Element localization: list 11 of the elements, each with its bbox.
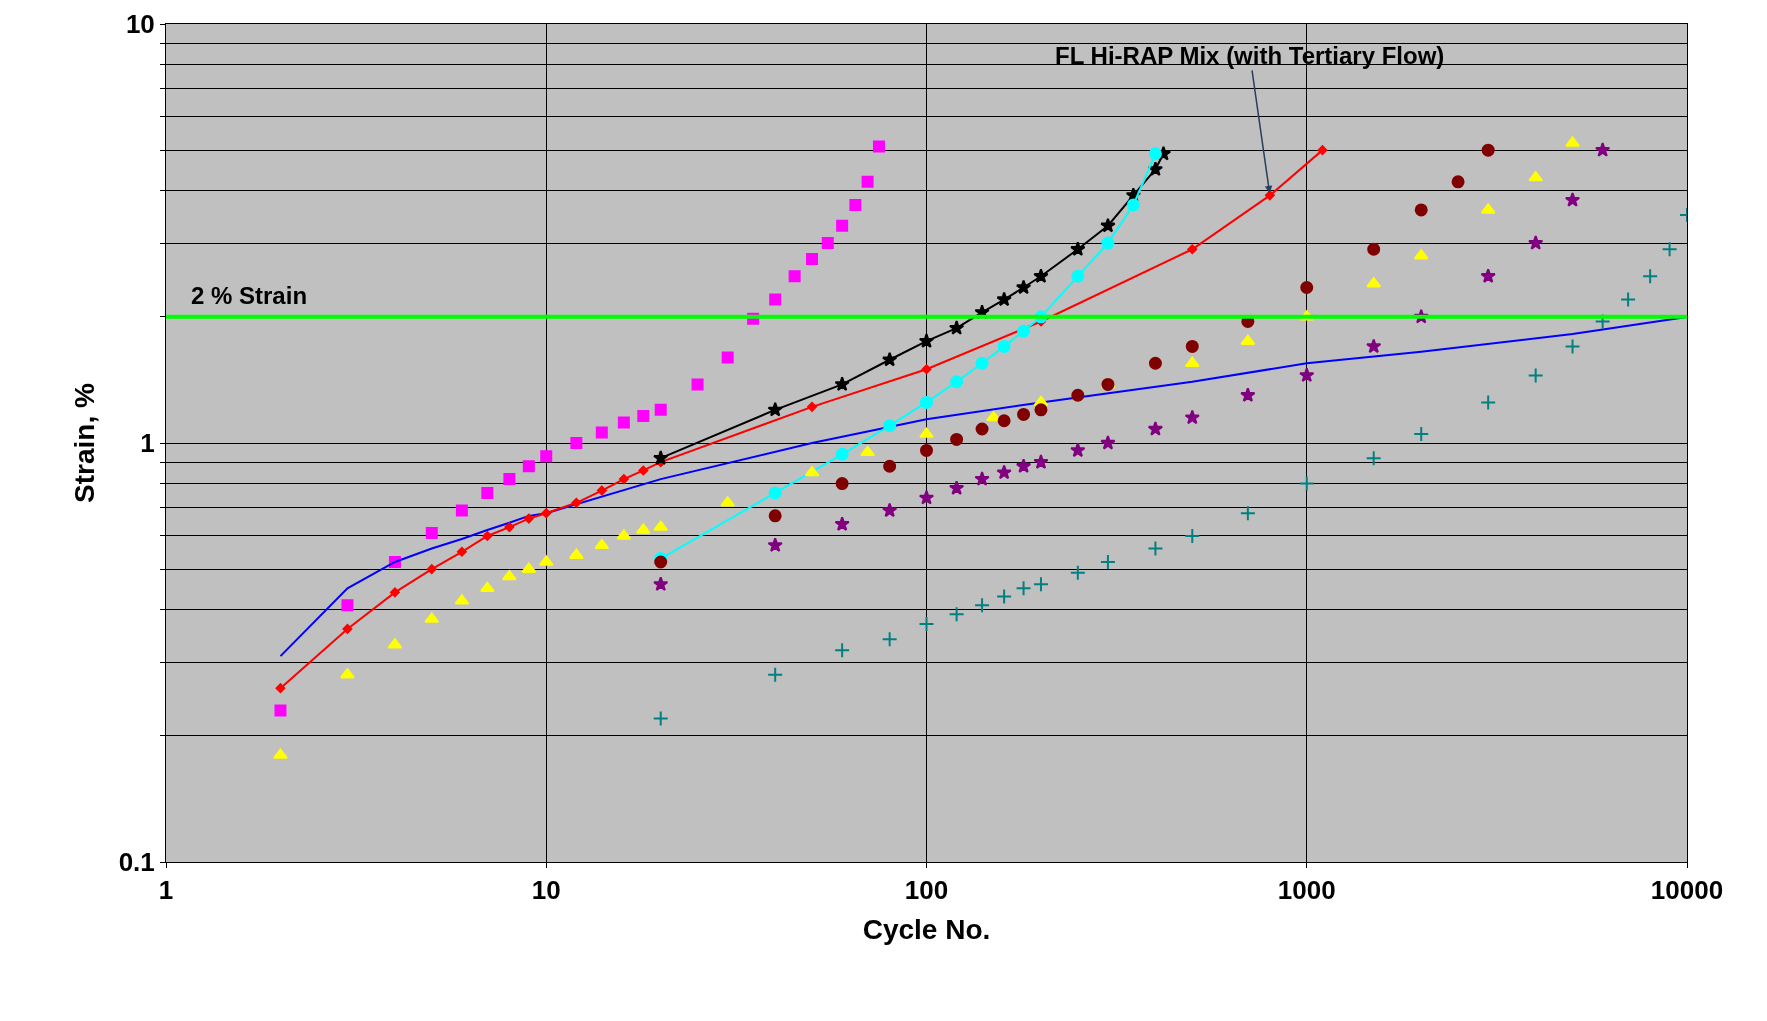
x-tick-label: 10000: [1650, 875, 1724, 906]
x-tick-label: 1000: [1277, 875, 1336, 906]
y-tick-label: 1: [140, 428, 155, 459]
y-tick-label: 10: [125, 9, 155, 40]
x-tick-label: 1: [158, 875, 174, 906]
x-tick-label: 10: [531, 875, 561, 906]
y-axis-title: Strain, %: [69, 383, 101, 503]
y-tick-label: 0.1: [118, 847, 155, 878]
x-tick-label: 100: [904, 875, 949, 906]
ref-line-label: 2 % Strain: [191, 282, 308, 309]
x-axis-title: Cycle No.: [862, 914, 991, 946]
